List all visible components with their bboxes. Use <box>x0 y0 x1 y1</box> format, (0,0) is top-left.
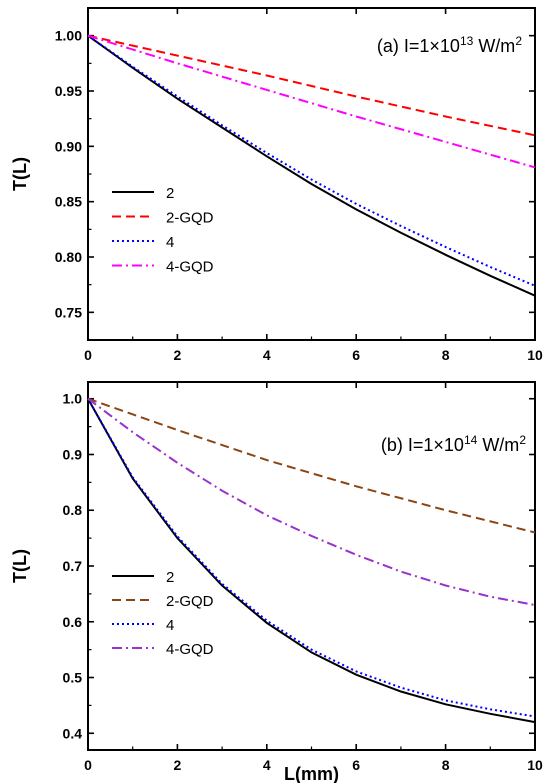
plot-frame <box>87 7 536 341</box>
x-tick-label: 4 <box>263 347 271 363</box>
y-tick-label: 0.90 <box>55 138 82 154</box>
legend-label: 4-GQD <box>166 641 214 658</box>
legend-label: 4 <box>166 234 174 251</box>
y-axis-label: T(L) <box>10 157 30 191</box>
panel-b: 0 2 4 6 8 10 0.4 0.5 0.6 0.7 0.8 0.9 1.0 T(L) L(mm) 2 2-… <box>10 381 543 783</box>
panel-title: (a) I=1×1013 W/m2 <box>377 34 522 56</box>
x-tick-label: 2 <box>174 757 182 773</box>
y-tick-label: 0.9 <box>63 446 83 462</box>
y-tick-label: 1.0 <box>63 391 83 407</box>
y-tick-label: 0.6 <box>63 614 83 630</box>
series-line-4-gqd <box>87 34 536 169</box>
y-tick-label: 0.75 <box>55 304 82 320</box>
legend-label: 4-GQD <box>166 259 214 276</box>
y-tick-label: 0.95 <box>55 83 82 99</box>
y-tick-label: 0.80 <box>55 249 82 265</box>
panel-title: (b) I=1×1014 W/m2 <box>381 433 526 455</box>
y-axis-label: T(L) <box>10 549 30 583</box>
x-tick-label: 6 <box>352 347 360 363</box>
legend-label: 2-GQD <box>166 210 214 227</box>
panel-a: 0 2 4 6 8 10 0.75 0.80 0.85 0.90 0.95 1.00 T(L) 2 2-GQ… <box>10 7 543 363</box>
y-tick-label: 0.85 <box>55 194 82 210</box>
y-tick-label: 0.5 <box>63 670 83 686</box>
x-tick-label: 4 <box>263 757 271 773</box>
series-line-2-gqd <box>87 34 536 137</box>
legend-label: 2-GQD <box>166 593 214 610</box>
y-tick-label: 0.4 <box>63 725 83 741</box>
y-tick-label: 1.00 <box>55 28 82 44</box>
legend-label: 4 <box>166 617 174 634</box>
x-tick-label: 2 <box>174 347 182 363</box>
y-tick-label: 0.7 <box>63 558 83 574</box>
series-line-4 <box>87 34 536 287</box>
legend-label: 2 <box>166 185 174 202</box>
series-line-2 <box>87 34 536 297</box>
y-tick-label: 0.8 <box>63 502 83 518</box>
x-tick-label: 0 <box>84 757 92 773</box>
x-tick-label: 10 <box>527 757 543 773</box>
x-axis-label: L(mm) <box>284 764 339 783</box>
x-tick-label: 10 <box>527 347 543 363</box>
x-tick-label: 8 <box>442 347 450 363</box>
series-line-2-gqd <box>87 397 536 534</box>
series-line-4 <box>87 398 536 718</box>
x-tick-label: 8 <box>442 757 450 773</box>
series-line-4-gqd <box>87 397 536 606</box>
x-tick-label: 0 <box>84 347 92 363</box>
x-tick-label: 6 <box>352 757 360 773</box>
legend-label: 2 <box>166 569 174 586</box>
